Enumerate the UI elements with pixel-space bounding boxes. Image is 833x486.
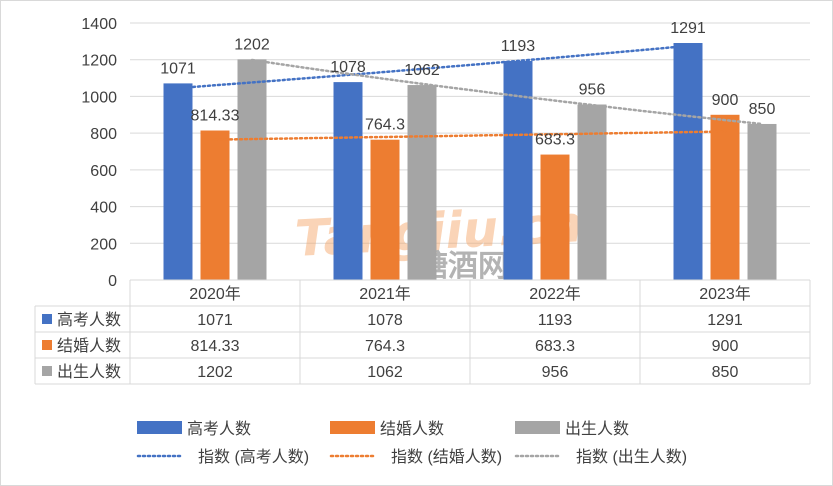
bar-1-2 — [333, 82, 363, 280]
table-cell: 1071 — [197, 312, 233, 329]
bar-2-1 — [200, 130, 230, 280]
data-label: 764.3 — [365, 117, 405, 134]
data-label: 956 — [579, 82, 606, 99]
table-cell: 956 — [542, 364, 569, 381]
legend-swatch — [515, 421, 560, 434]
table-series-swatch — [42, 314, 52, 324]
x-category-label: 2020年 — [189, 285, 241, 303]
table-cell: 1193 — [538, 312, 573, 329]
bar-2-4 — [710, 114, 740, 281]
bar-3-1 — [237, 59, 267, 281]
data-label: 1071 — [160, 60, 196, 77]
y-tick-label: 1000 — [81, 89, 117, 106]
trendline-3 — [250, 58, 764, 126]
y-tick-label: 1400 — [81, 16, 117, 33]
table-cell: 764.3 — [365, 338, 405, 355]
legend-trend-label: 指数 (高考人数) — [198, 448, 309, 466]
table-cell: 1062 — [367, 364, 403, 381]
bar-2-2 — [370, 139, 400, 280]
bar-2-3 — [540, 154, 570, 280]
bar-3-3 — [577, 104, 607, 281]
legend-label: 结婚人数 — [380, 420, 444, 438]
table-cell: 850 — [712, 364, 739, 381]
trendline-2 — [213, 130, 727, 141]
table-series-swatch — [42, 366, 52, 376]
bar-1-4 — [673, 43, 703, 281]
y-tick-label: 800 — [90, 126, 117, 143]
table-cell: 1078 — [367, 312, 403, 329]
table-cell: 900 — [712, 338, 739, 355]
bar-3-4 — [747, 123, 777, 280]
table-cell: 1202 — [197, 364, 233, 381]
y-tick-label: 400 — [90, 200, 117, 217]
data-label: 814.33 — [191, 108, 240, 125]
data-label: 900 — [712, 92, 739, 109]
y-tick-label: 600 — [90, 163, 117, 180]
data-label: 683.3 — [535, 132, 575, 149]
bar-1-1 — [163, 83, 193, 281]
table-cell: 814.33 — [191, 338, 240, 355]
legend-swatch — [330, 421, 375, 434]
x-category-label: 2021年 — [359, 285, 411, 303]
x-category-label: 2022年 — [529, 285, 581, 303]
legend-trend-label: 指数 (结婚人数) — [391, 448, 502, 466]
table-series-name: 结婚人数 — [57, 337, 121, 355]
table-series-name: 高考人数 — [57, 311, 121, 329]
legend-label: 高考人数 — [187, 420, 251, 438]
table-series-name: 出生人数 — [57, 363, 121, 381]
table-cell: 1291 — [707, 312, 743, 329]
bar-3-2 — [407, 85, 437, 280]
y-tick-label: 1200 — [81, 53, 117, 70]
data-label: 1078 — [330, 59, 366, 76]
data-label: 1062 — [404, 62, 440, 79]
legend-trend-label: 指数 (出生人数) — [576, 448, 687, 466]
data-label: 850 — [749, 101, 776, 118]
legend-label: 出生人数 — [565, 420, 629, 438]
bar-1-3 — [503, 60, 533, 281]
y-tick-label: 0 — [108, 273, 117, 290]
data-label: 1202 — [234, 36, 270, 53]
table-series-swatch — [42, 340, 52, 350]
x-category-label: 2023年 — [699, 285, 751, 303]
table-cell: 683.3 — [535, 338, 575, 355]
y-tick-label: 200 — [90, 236, 117, 253]
legend-swatch — [137, 421, 182, 434]
data-label: 1193 — [501, 38, 536, 55]
data-label: 1291 — [670, 20, 706, 37]
trendline-1 — [176, 44, 690, 90]
